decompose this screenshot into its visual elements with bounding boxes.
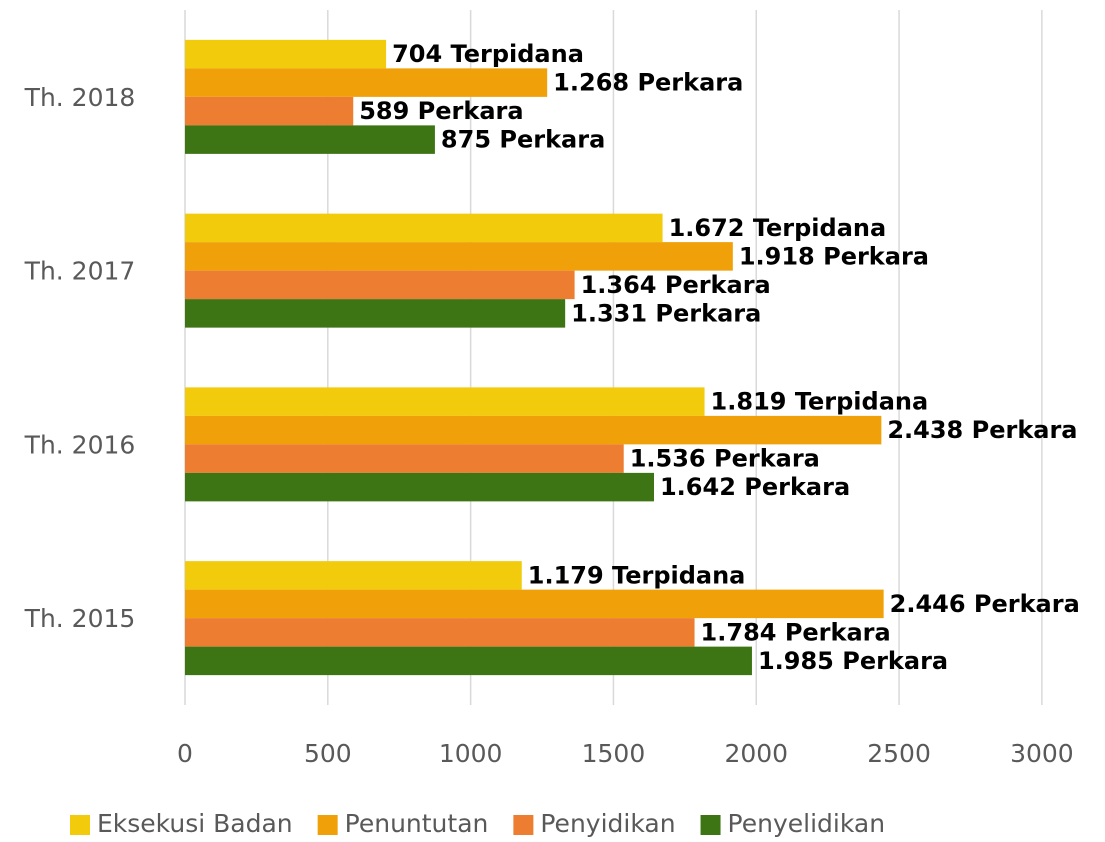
- bar: [185, 68, 548, 97]
- value-label: 1.819 Terpidana: [711, 388, 929, 416]
- value-label: 1.364 Perkara: [581, 271, 771, 299]
- bar: [185, 387, 705, 416]
- value-label: 1.268 Perkara: [553, 69, 743, 97]
- x-tick-label: 1500: [582, 739, 646, 768]
- value-label: 1.784 Perkara: [701, 618, 891, 646]
- legend-label: Penyelidikan: [728, 809, 886, 838]
- bar: [185, 242, 733, 271]
- bar: [185, 472, 654, 502]
- legend-label: Penyidikan: [540, 809, 675, 838]
- value-label: 704 Terpidana: [392, 40, 584, 68]
- value-label: 1.536 Perkara: [630, 445, 820, 473]
- bar: [185, 39, 387, 69]
- x-tick-label: 0: [177, 739, 193, 768]
- value-label: 1.331 Perkara: [571, 299, 761, 327]
- bar: [185, 444, 624, 473]
- x-tick-label: 1000: [439, 739, 503, 768]
- bar: [185, 561, 522, 590]
- bar: [185, 213, 663, 243]
- value-label: 2.446 Perkara: [890, 590, 1080, 618]
- bar: [185, 589, 884, 619]
- legend-label: Eksekusi Badan: [97, 809, 293, 838]
- x-tick-label: 3000: [1010, 739, 1074, 768]
- legend-swatch: [700, 815, 721, 835]
- bar: [185, 618, 695, 647]
- legend-swatch: [317, 815, 338, 835]
- bar: [185, 125, 435, 154]
- value-label: 875 Perkara: [441, 126, 605, 154]
- bar: [185, 270, 575, 300]
- value-label: 1.918 Perkara: [739, 242, 929, 270]
- x-tick-label: 2500: [867, 739, 931, 768]
- value-label: 1.985 Perkara: [758, 647, 948, 675]
- bar: [185, 646, 752, 676]
- category-label: Th. 2017: [24, 257, 136, 286]
- legend-swatch: [513, 815, 534, 835]
- category-label: Th. 2018: [24, 83, 136, 112]
- bar: [185, 415, 882, 445]
- legend-swatch: [70, 815, 90, 835]
- category-label: Th. 2015: [24, 604, 136, 633]
- value-label: 1.179 Terpidana: [528, 561, 746, 589]
- value-label: 1.672 Terpidana: [669, 214, 887, 242]
- bar: [185, 96, 354, 126]
- category-label: Th. 2016: [24, 430, 136, 459]
- value-label: 589 Perkara: [359, 97, 523, 125]
- value-label: 2.438 Perkara: [887, 416, 1077, 444]
- x-tick-label: 500: [304, 739, 352, 768]
- legend-label: Penuntutan: [345, 809, 489, 838]
- bar: [185, 299, 566, 328]
- x-tick-label: 2000: [724, 739, 788, 768]
- value-label: 1.642 Perkara: [660, 473, 850, 501]
